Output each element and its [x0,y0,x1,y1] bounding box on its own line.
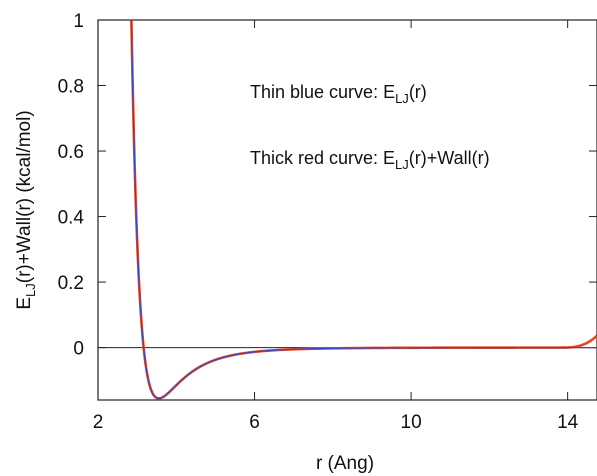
series-lj-curve [130,20,597,399]
y-tick-label: 0.4 [58,208,85,229]
annotation-red-sub: LJ [395,157,409,172]
y-axis-label-rest: (r)+Wall(r) (kcal/mol) [14,110,35,283]
annotation-red-suffix: (r)+Wall(r) [409,148,490,168]
y-tick-label: 0.2 [58,273,84,294]
y-axis-label-main: E [14,297,35,310]
x-tick-label: 10 [401,412,422,433]
tick-labels: 2 6 10 14 0 0.2 0.4 0.6 0.8 1 [58,11,579,433]
annotation-blue-curve: Thin blue curve: ELJ(r) [250,82,427,106]
y-tick-label: 1 [73,11,84,32]
y-axis-label-sub: LJ [23,283,38,297]
x-tick-label: 2 [93,412,104,433]
x-axis-label: r (Ang) [316,453,374,474]
x-tick-label: 6 [249,412,260,433]
annotation-red-curve: Thick red curve: ELJ(r)+Wall(r) [250,148,490,172]
series-lj-plus-wall-curve [130,20,597,400]
x-tick-label: 14 [557,412,579,433]
axis-ticks [97,19,597,400]
annotation-blue-prefix: Thin blue curve: E [250,82,395,102]
annotation-blue-suffix: (r) [409,82,427,102]
plot-frame [97,19,597,401]
y-tick-label: 0.8 [58,77,84,98]
annotation-blue-sub: LJ [395,91,409,106]
y-tick-label: 0 [73,339,84,360]
y-axis-label: ELJ(r)+Wall(r) (kcal/mol) [14,110,38,309]
annotation-red-prefix: Thick red curve: E [250,148,395,168]
y-tick-label: 0.6 [58,142,84,163]
